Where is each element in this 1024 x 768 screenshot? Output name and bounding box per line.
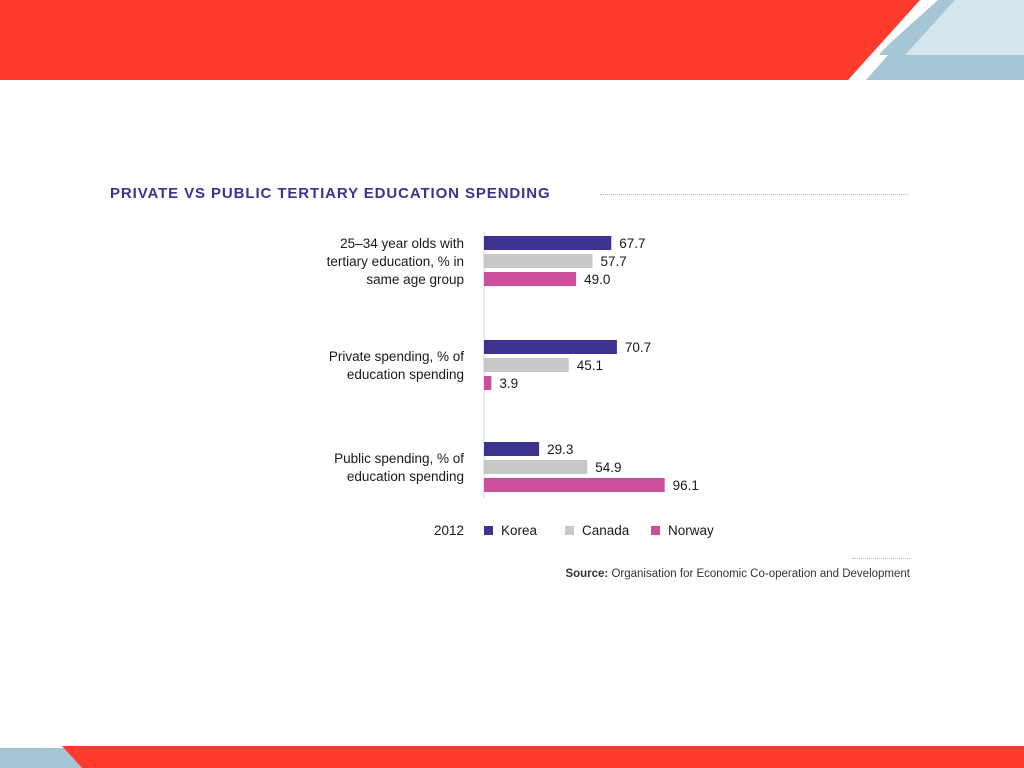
source-label: Source: xyxy=(565,568,609,580)
data-label: 29.3 xyxy=(547,442,573,457)
bar-korea xyxy=(484,236,612,250)
chart-title: PRIVATE VS PUBLIC TERTIARY EDUCATION SPE… xyxy=(110,185,551,202)
bottom-blue-stripe xyxy=(0,748,85,768)
legend-entry-norway: Norway xyxy=(668,523,714,538)
bar-canada xyxy=(484,460,588,474)
category-label: tertiary education, % in xyxy=(327,254,464,269)
legend-swatch-norway xyxy=(651,526,660,535)
bar-canada xyxy=(484,358,569,372)
data-label: 57.7 xyxy=(600,254,626,269)
legend-label: 2012 xyxy=(434,523,464,538)
top-red-banner xyxy=(0,0,920,80)
bar-norway xyxy=(484,272,577,286)
legend-entry-canada: Canada xyxy=(582,523,630,538)
bar-norway xyxy=(484,376,492,390)
data-label: 70.7 xyxy=(625,340,651,355)
bar-canada xyxy=(484,254,593,268)
top-blue-lower-stripe xyxy=(866,55,1024,80)
data-label: 45.1 xyxy=(577,358,603,373)
category-label: education spending xyxy=(347,367,464,382)
data-label: 67.7 xyxy=(619,236,645,251)
top-white-diagonal xyxy=(850,0,932,82)
source-note: Source: Organisation for Economic Co-ope… xyxy=(565,568,910,580)
top-blue-light-stripe xyxy=(905,0,1024,55)
category-label: Public spending, % of xyxy=(334,451,464,466)
bar-korea xyxy=(484,442,540,456)
legend-swatch-korea xyxy=(484,526,493,535)
data-label: 54.9 xyxy=(595,460,621,475)
source-text: Organisation for Economic Co-operation a… xyxy=(611,568,910,580)
data-label: 96.1 xyxy=(673,478,699,493)
category-label: 25–34 year olds with xyxy=(340,236,464,251)
bottom-red-banner xyxy=(62,746,1024,768)
data-label: 3.9 xyxy=(499,376,518,391)
bar-norway xyxy=(484,478,665,492)
title-dotted-rule xyxy=(600,194,908,195)
category-label: same age group xyxy=(366,272,464,287)
data-label: 49.0 xyxy=(584,272,610,287)
source-dotted-rule xyxy=(852,558,910,559)
legend-entry-korea: Korea xyxy=(501,523,538,538)
legend-swatch-canada xyxy=(565,526,574,535)
category-label: Private spending, % of xyxy=(329,349,464,364)
bar-korea xyxy=(484,340,617,354)
category-label: education spending xyxy=(347,469,464,484)
